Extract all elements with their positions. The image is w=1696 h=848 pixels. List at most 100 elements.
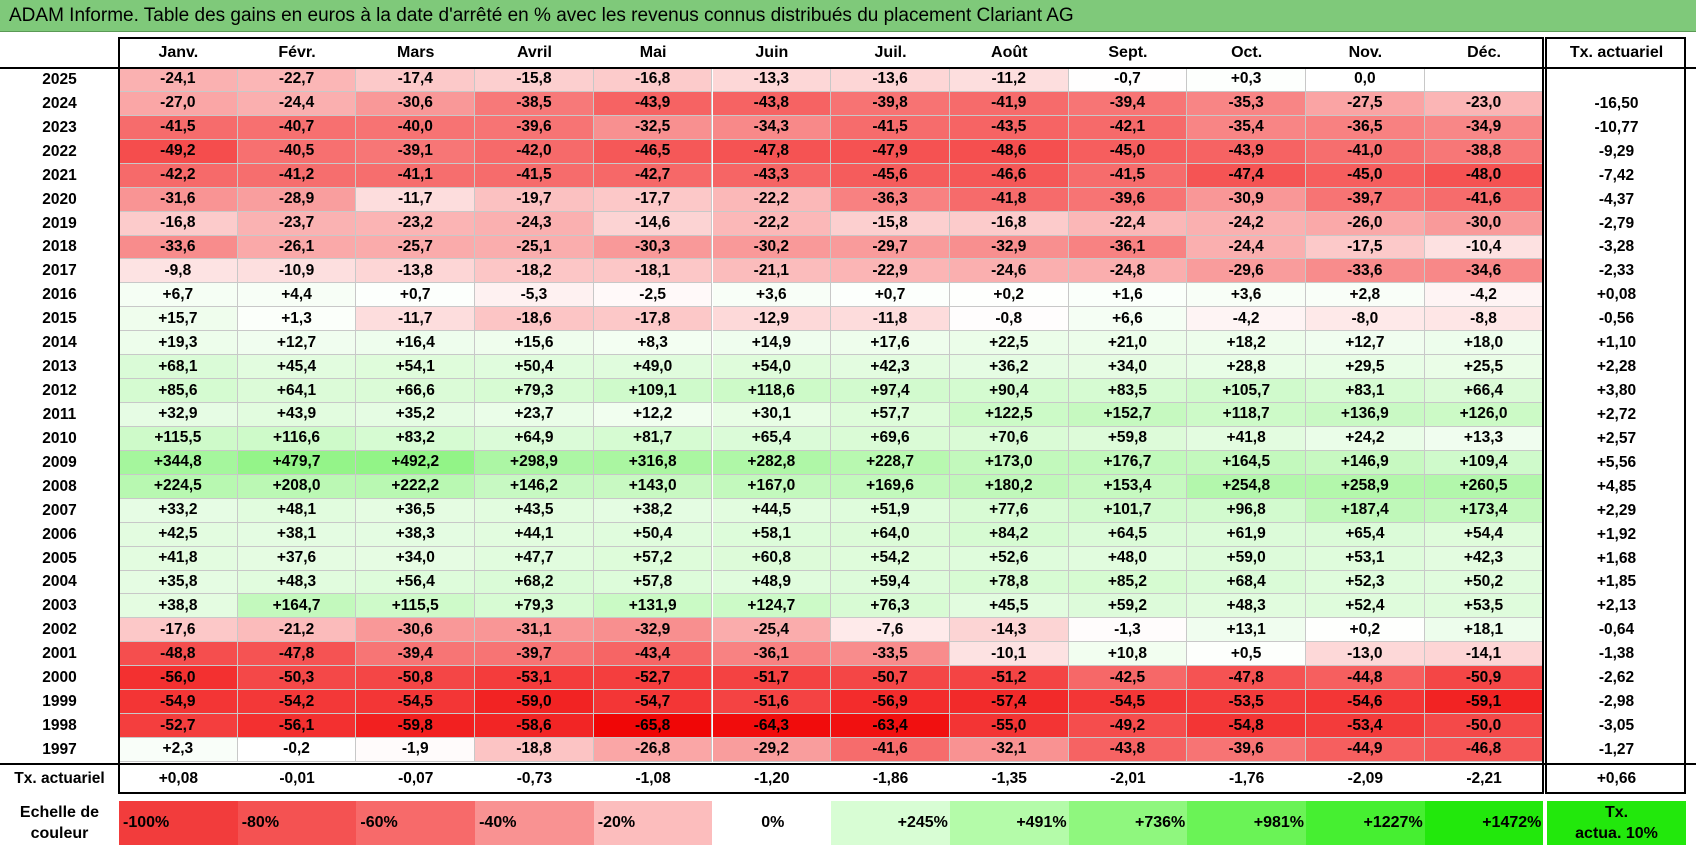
heatmap-cell: -51,7 (712, 666, 832, 691)
heatmap-cell: +2,8 (1306, 283, 1425, 308)
heatmap-cell: +43,5 (475, 498, 594, 523)
heatmap-cell: -53,4 (1306, 714, 1425, 739)
legend-swatch: +245% (831, 801, 950, 845)
heatmap-cell: +19,3 (119, 331, 238, 356)
heatmap-cell: -48,0 (1424, 163, 1544, 188)
heatmap-cell: -53,1 (475, 666, 594, 691)
heatmap-cell: -43,8 (1068, 738, 1188, 762)
heatmap-cell: -36,1 (1068, 235, 1188, 260)
heatmap-cell: -0,7 (1068, 68, 1188, 92)
footer-label: Tx. actuariel (0, 764, 119, 793)
heatmap-cell: -41,8 (949, 187, 1069, 212)
heatmap-cell: -16,8 (119, 211, 238, 236)
month-header: Août (949, 38, 1069, 68)
heatmap-cell: -11,2 (949, 68, 1069, 92)
heatmap-cell: -51,2 (949, 666, 1069, 691)
heatmap-cell: -40,5 (237, 139, 357, 164)
heatmap-cell: +83,1 (1306, 379, 1425, 403)
heatmap-cell: +258,9 (1306, 474, 1425, 499)
heatmap-cell: +37,6 (237, 546, 357, 571)
heatmap-cell: +48,1 (237, 498, 357, 523)
heatmap-cell: +64,0 (831, 522, 950, 547)
heatmap-cell: +13,1 (1187, 618, 1306, 643)
heatmap-cell: -14,1 (1424, 642, 1544, 667)
row-rate: +4,85 (1547, 474, 1686, 499)
year-label: 2017 (0, 259, 119, 284)
heatmap-cell: -11,7 (356, 307, 476, 332)
heatmap-cell: -47,4 (1187, 163, 1306, 188)
heatmap-cell: +69,6 (831, 426, 950, 451)
heatmap-cell: +48,0 (1068, 546, 1188, 571)
heatmap-cell: -7,6 (831, 618, 950, 643)
heatmap-cell: +131,9 (593, 594, 713, 619)
row-rate: -3,05 (1547, 714, 1686, 739)
heatmap-cell: +68,2 (475, 570, 594, 595)
heatmap-cell: -41,5 (831, 115, 950, 140)
heatmap-cell: +66,6 (356, 379, 476, 403)
heatmap-cell: -31,1 (475, 618, 594, 643)
heatmap-cell: -43,9 (1187, 139, 1306, 164)
heatmap-cell: -38,8 (1424, 139, 1544, 164)
year-label: 2018 (0, 235, 119, 260)
heatmap-cell: -11,8 (831, 307, 950, 332)
heatmap-cell: -32,9 (593, 618, 713, 643)
heatmap-cell: +17,6 (831, 331, 950, 356)
heatmap-cell: -23,7 (237, 211, 357, 236)
heatmap-cell: +60,8 (712, 546, 832, 571)
heatmap-cell: -2,5 (593, 283, 713, 308)
heatmap-cell: +8,3 (593, 331, 713, 356)
heatmap-cell: -42,5 (1068, 666, 1188, 691)
year-label: 2006 (0, 522, 119, 547)
heatmap-cell: +15,6 (475, 331, 594, 356)
legend-swatch: +491% (949, 801, 1069, 845)
heatmap-cell: -10,1 (949, 642, 1069, 667)
legend-swatch: +736% (1068, 801, 1188, 845)
heatmap-cell: +53,1 (1306, 546, 1425, 571)
heatmap-cell: -39,4 (356, 642, 476, 667)
heatmap-cell: -46,8 (1424, 738, 1544, 762)
year-label: 1999 (0, 690, 119, 715)
heatmap-cell: +146,2 (475, 474, 594, 499)
heatmap-cell: +12,2 (593, 403, 713, 427)
heatmap-cell: -46,5 (593, 139, 713, 164)
heatmap-cell: +3,6 (712, 283, 832, 308)
heatmap-cell: +52,6 (949, 546, 1069, 571)
year-label: 2021 (0, 163, 119, 188)
heatmap-cell: +96,8 (1187, 498, 1306, 523)
year-label: 2024 (0, 91, 119, 116)
heatmap-cell: -25,7 (356, 235, 476, 260)
heatmap-cell: +33,2 (119, 498, 238, 523)
row-rate: -0,64 (1547, 618, 1686, 643)
year-label: 2011 (0, 403, 119, 427)
heatmap-cell: -33,6 (119, 235, 238, 260)
heatmap-cell: +24,2 (1306, 426, 1425, 451)
legend-swatch: 0% (712, 801, 832, 845)
legend-swatch: +1227% (1306, 801, 1425, 845)
heatmap-cell: +35,2 (356, 403, 476, 427)
heatmap-cell: -34,3 (712, 115, 832, 140)
row-rate: -2,79 (1547, 211, 1686, 236)
footer-total: +0,66 (1547, 764, 1686, 793)
heatmap-cell: -54,7 (593, 690, 713, 715)
month-header: Oct. (1187, 38, 1306, 68)
heatmap-cell: -11,7 (356, 187, 476, 212)
heatmap-cell: -52,7 (593, 666, 713, 691)
heatmap-cell: +23,7 (475, 403, 594, 427)
heatmap-cell: -18,2 (475, 259, 594, 284)
year-label: 2020 (0, 187, 119, 212)
heatmap-cell: -52,7 (119, 714, 238, 739)
heatmap-cell: +122,5 (949, 403, 1069, 427)
heatmap-cell: -39,6 (475, 115, 594, 140)
heatmap-cell: -26,1 (237, 235, 357, 260)
heatmap-cell: +56,4 (356, 570, 476, 595)
legend-label-line2: couleur (30, 825, 89, 842)
month-header: Déc. (1424, 38, 1544, 68)
heatmap-cell: -4,2 (1424, 283, 1544, 308)
heatmap-cell: +101,7 (1068, 498, 1188, 523)
heatmap-cell: -43,5 (949, 115, 1069, 140)
heatmap-cell: -53,5 (1187, 690, 1306, 715)
heatmap-cell: -16,8 (949, 211, 1069, 236)
heatmap-cell: +260,5 (1424, 474, 1544, 499)
heatmap-cell: +81,7 (593, 426, 713, 451)
footer-rate: -0,73 (475, 764, 594, 793)
